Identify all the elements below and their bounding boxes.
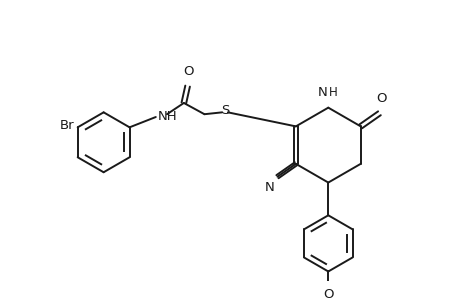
Text: O: O (322, 288, 333, 300)
Text: H: H (329, 86, 337, 99)
Text: S: S (220, 104, 229, 117)
Text: N: N (264, 182, 274, 194)
Text: O: O (183, 65, 193, 78)
Text: NH: NH (157, 110, 177, 123)
Text: O: O (375, 92, 386, 105)
Text: Br: Br (60, 119, 75, 132)
Text: N: N (317, 86, 327, 99)
